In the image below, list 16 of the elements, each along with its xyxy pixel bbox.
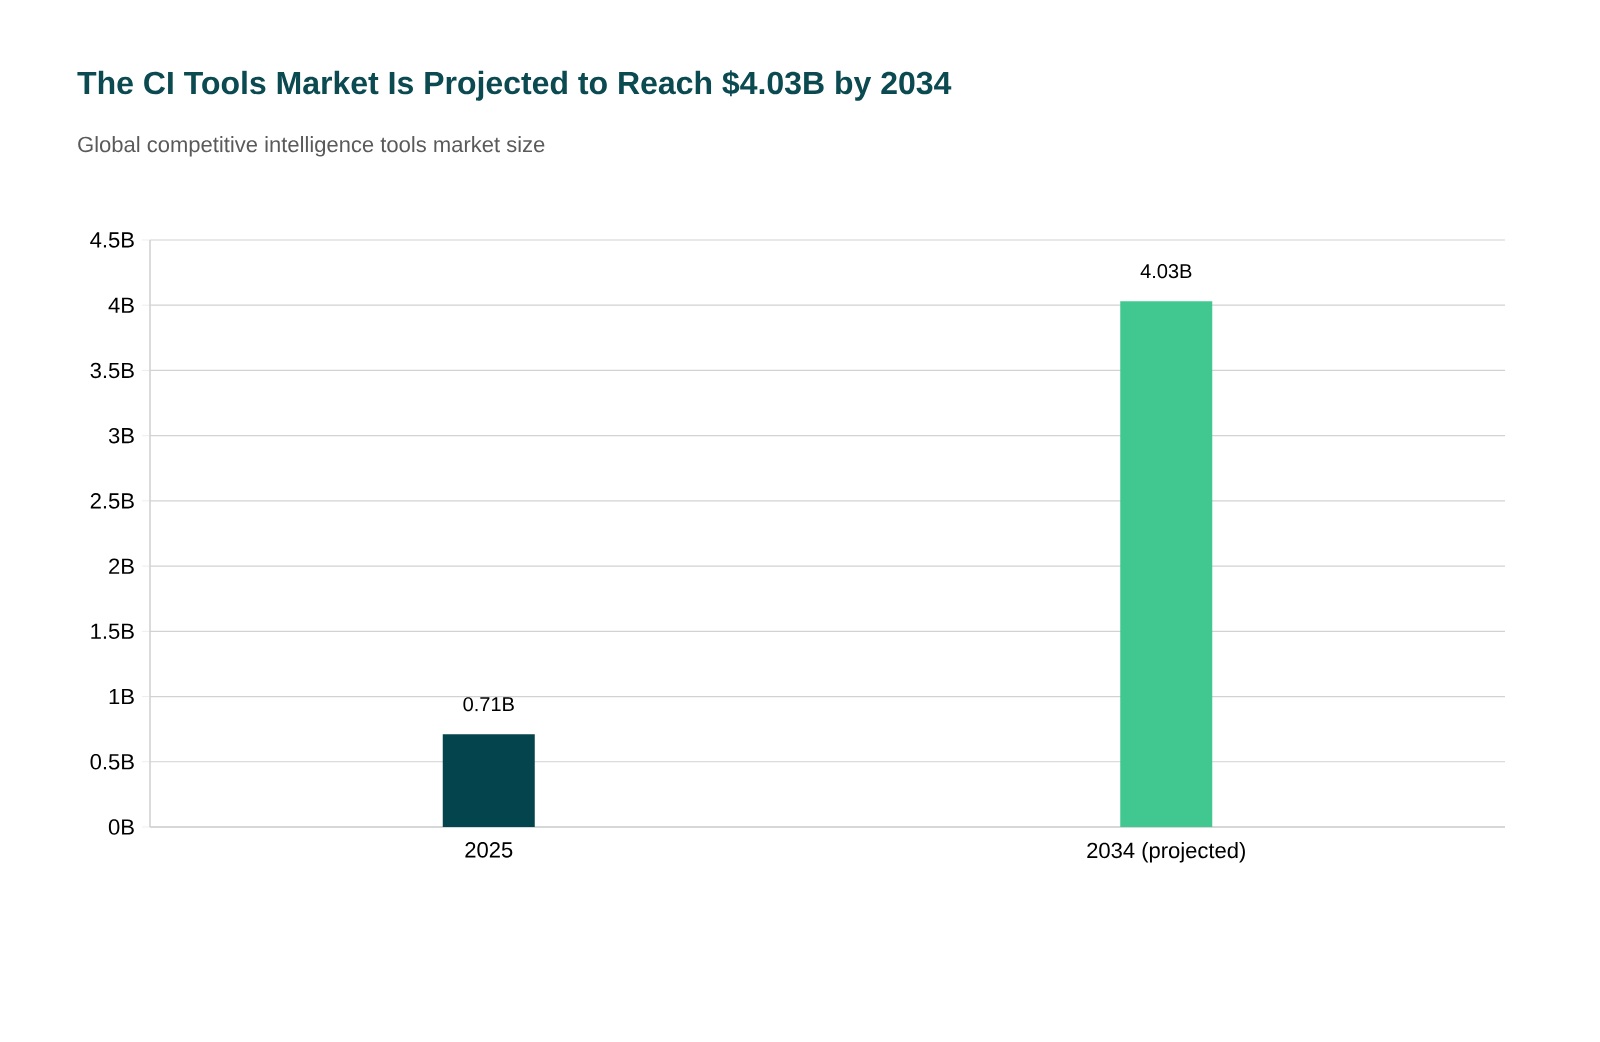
y-tick-label: 0B [108, 819, 134, 835]
data-label: 0.71B [463, 697, 514, 712]
y-tick-label: 1.5B [91, 623, 134, 639]
y-tick-label: 3.5B [90, 362, 134, 379]
chart-subtitle: Global competitive intelligence tools market size [78, 136, 545, 157]
x-tick-label: 2034 (projected) [1087, 842, 1245, 863]
chart-title: The CI Tools Market Is Projected to Reach $4.03B by 2034 [77, 70, 952, 101]
y-tick-label: 4.5B [90, 232, 134, 248]
y-tick-label: 0.5B [90, 754, 134, 770]
data-label: 4.03B [1140, 264, 1192, 279]
y-tick-label: 4B [108, 297, 134, 313]
y-tick-label: 3B [108, 427, 134, 444]
y-tick-label: 1B [109, 688, 134, 705]
y-tick-label: 2B [109, 558, 134, 574]
x-tick-label: 2025 [465, 842, 513, 858]
y-tick-label: 2.5B [90, 493, 134, 509]
